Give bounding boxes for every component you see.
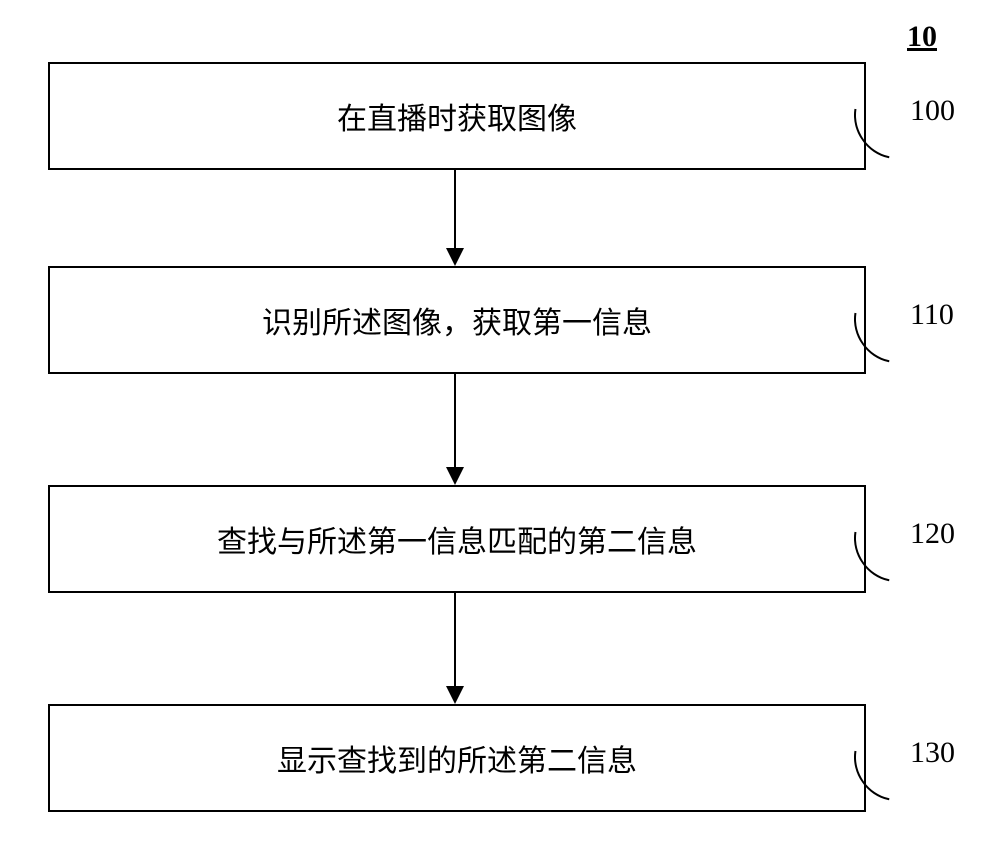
flowchart-step-4: 显示查找到的所述第二信息 — [48, 704, 866, 812]
flowchart-arrow-3-head — [446, 686, 464, 704]
flowchart-arrow-1-head — [446, 248, 464, 266]
flowchart-arrow-2-head — [446, 467, 464, 485]
flowchart-arrow-1-line — [454, 170, 457, 248]
flowchart-step-3-label: 120 — [910, 517, 955, 551]
flowchart-step-4-label: 130 — [910, 736, 955, 770]
flowchart-arrow-2-line — [454, 374, 457, 467]
flowchart-step-4-text: 显示查找到的所述第二信息 — [277, 736, 637, 780]
flowchart-title: 10 — [907, 20, 937, 54]
flowchart-step-1-text: 在直播时获取图像 — [337, 94, 577, 138]
flowchart-step-2-label: 110 — [910, 298, 954, 332]
flowchart-arrow-3-line — [454, 593, 457, 686]
flowchart-step-1-label: 100 — [910, 94, 955, 128]
flowchart-step-2: 识别所述图像，获取第一信息 — [48, 266, 866, 374]
flowchart-step-3: 查找与所述第一信息匹配的第二信息 — [48, 485, 866, 593]
flowchart-step-1: 在直播时获取图像 — [48, 62, 866, 170]
flowchart-step-2-text: 识别所述图像，获取第一信息 — [262, 298, 652, 342]
flowchart-step-3-text: 查找与所述第一信息匹配的第二信息 — [217, 517, 697, 561]
